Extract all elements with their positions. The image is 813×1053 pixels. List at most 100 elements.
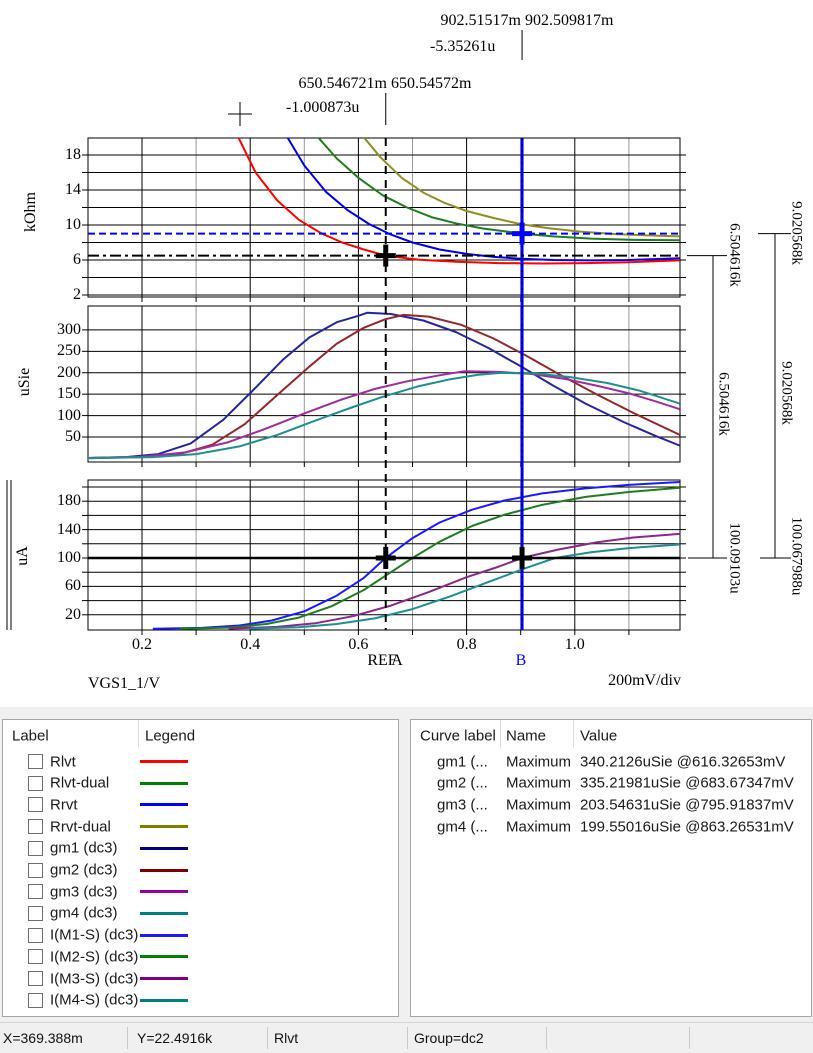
legend-item-label[interactable]: I(M4-S) (dc3) xyxy=(50,991,139,1009)
y-tick-label: 250 xyxy=(57,342,81,360)
y-tick-label: 20 xyxy=(65,605,81,623)
x-tick-label: 0.8 xyxy=(456,636,477,653)
legend-item-label[interactable]: Rlvt xyxy=(50,753,76,770)
status-y-readout: Y=22.4916k xyxy=(137,1030,213,1046)
legend-color-line xyxy=(140,933,188,937)
x-tick-label: 0.2 xyxy=(132,636,152,653)
y-axis-label-ua: uA xyxy=(14,546,31,566)
plot-grid-2 xyxy=(82,479,686,635)
status-separator xyxy=(407,1027,408,1049)
legend-checkbox-i-m4-s-dc3-[interactable] xyxy=(28,992,43,1008)
measurement-value: 199.55016uSie @863.26531mV xyxy=(580,818,794,836)
legend-item-label[interactable]: Rlvt-dual xyxy=(50,774,110,792)
legend-checkbox-rlvt-dual[interactable] xyxy=(28,775,43,791)
legend-checkbox-gm4-dc3-[interactable] xyxy=(28,905,43,921)
y-tick-label: 6 xyxy=(73,251,81,268)
measurement-curve-label[interactable]: gm4 (... xyxy=(437,818,488,836)
measurement-value: 335.21981uSie @683.67347mV xyxy=(580,774,794,792)
y-tick-label: 100 xyxy=(57,549,81,566)
curves-plot-1 xyxy=(88,311,680,460)
status-separator xyxy=(127,1027,128,1049)
curves-plot-2 xyxy=(152,481,680,630)
legend-item-label[interactable]: Rrvt xyxy=(50,796,78,814)
table-divider-1 xyxy=(500,720,501,748)
legend-checkbox-gm1-dc3-[interactable] xyxy=(28,840,43,856)
legend-checkbox-i-m2-s-dc3-[interactable] xyxy=(28,949,43,965)
curve-i-m3-s-dc3-[interactable] xyxy=(228,532,680,630)
readout-dimension-lines xyxy=(6,233,791,630)
legend-checkbox-i-m1-s-dc3-[interactable] xyxy=(28,927,43,943)
legend-color-line xyxy=(140,955,188,959)
measurement-curve-label[interactable]: gm2 (... xyxy=(437,774,488,792)
legend-item-label[interactable]: Rrvt-dual xyxy=(50,818,111,836)
cursor-b-x-values: 902.51517m 902.509817m xyxy=(440,12,614,29)
curve-rlvt-dual[interactable] xyxy=(315,134,680,242)
plot-grid-0 xyxy=(82,137,686,302)
x-tick-label: 1.0 xyxy=(564,636,585,653)
x-axis-label: VGS1_1/V xyxy=(88,675,161,692)
legend-item-label[interactable]: gm4 (dc3) xyxy=(50,904,118,922)
y-tick-label: 180 xyxy=(57,492,81,510)
legend-item-label[interactable]: I(M3-S) (dc3) xyxy=(50,970,139,987)
y-tick-label: 10 xyxy=(65,216,81,233)
cursor-ref-x-delta: -1.000873u xyxy=(286,99,360,116)
annotation-marks xyxy=(228,30,523,126)
legend-color-line xyxy=(140,803,188,807)
measurement-name: Maximum xyxy=(506,774,572,792)
status-curve-name: Rlvt xyxy=(274,1030,299,1046)
cursors[interactable] xyxy=(88,138,680,630)
table-header-value: Value xyxy=(580,727,618,745)
curve-gm3-dc3-[interactable] xyxy=(88,370,680,459)
legend-checkbox-i-m3-s-dc3-[interactable] xyxy=(28,971,43,986)
cursor-y-readout: 6.504616k xyxy=(715,372,732,436)
curve-i-m4-s-dc3-[interactable] xyxy=(250,543,680,630)
measurement-name: Maximum xyxy=(506,818,572,836)
x-tick-label: 0.6 xyxy=(348,636,369,653)
cursor-ref-label[interactable]: REF xyxy=(367,652,397,669)
x-tick-label: 0.4 xyxy=(240,636,261,653)
legend-item-label[interactable]: gm1 (dc3) xyxy=(50,839,118,857)
status-group: Group=dc2 xyxy=(414,1030,484,1046)
waveform-plot-area[interactable] xyxy=(0,0,813,707)
legend-item-label[interactable]: I(M2-S) (dc3) xyxy=(50,948,139,966)
legend-checkbox-gm2-dc3-[interactable] xyxy=(28,862,43,878)
legend-item-label[interactable]: I(M1-S) (dc3) xyxy=(50,926,139,944)
measurement-panel xyxy=(410,719,812,1017)
legend-item-label[interactable]: gm2 (dc3) xyxy=(50,861,118,879)
measurement-curve-label[interactable]: gm1 (... xyxy=(437,753,488,770)
curve-gm4-dc3-[interactable] xyxy=(88,371,680,460)
curve-gm2-dc3-[interactable] xyxy=(88,313,680,459)
plot-grid-1 xyxy=(82,305,686,467)
measurement-value: 203.54631uSie @795.91837mV xyxy=(580,796,794,814)
cursor-b-label[interactable]: B xyxy=(515,652,527,669)
y-tick-label: 60 xyxy=(65,577,81,595)
y-tick-label: 100 xyxy=(57,406,81,424)
status-bar xyxy=(0,1022,813,1053)
legend-panel xyxy=(2,719,399,1017)
cursor-ref-x-values: 650.546721m 650.54572m xyxy=(298,75,472,92)
legend-header-label: Label xyxy=(12,727,49,745)
y-tick-label: 50 xyxy=(65,428,81,445)
curve-i-m1-s-dc3-[interactable] xyxy=(152,481,680,630)
curve-rlvt[interactable] xyxy=(237,134,680,265)
legend-checkbox-rlvt[interactable] xyxy=(28,754,43,769)
y-tick-label: 14 xyxy=(65,181,81,198)
cursor-a-label[interactable]: A xyxy=(391,652,403,669)
cursor-y-readout: 9.020568k xyxy=(788,201,805,265)
legend-color-line xyxy=(140,890,188,894)
legend-checkbox-rrvt[interactable] xyxy=(28,797,43,813)
legend-color-line xyxy=(140,868,188,872)
legend-checkbox-gm3-dc3-[interactable] xyxy=(28,884,43,900)
curve-gm1-dc3-[interactable] xyxy=(88,311,680,459)
curve-rrvt[interactable] xyxy=(285,134,680,262)
cursor-y-readout: 100.09103u xyxy=(726,522,743,594)
legend-item-label[interactable]: gm3 (dc3) xyxy=(50,883,118,901)
y-tick-label: 200 xyxy=(57,363,81,381)
legend-color-line xyxy=(140,998,188,1002)
x-axis-division: 200mV/div xyxy=(608,672,681,689)
measurement-curve-label[interactable]: gm3 (... xyxy=(437,796,488,814)
status-separator xyxy=(546,1027,547,1049)
legend-checkbox-rrvt-dual[interactable] xyxy=(28,819,43,835)
curves-plot-0 xyxy=(237,134,680,265)
